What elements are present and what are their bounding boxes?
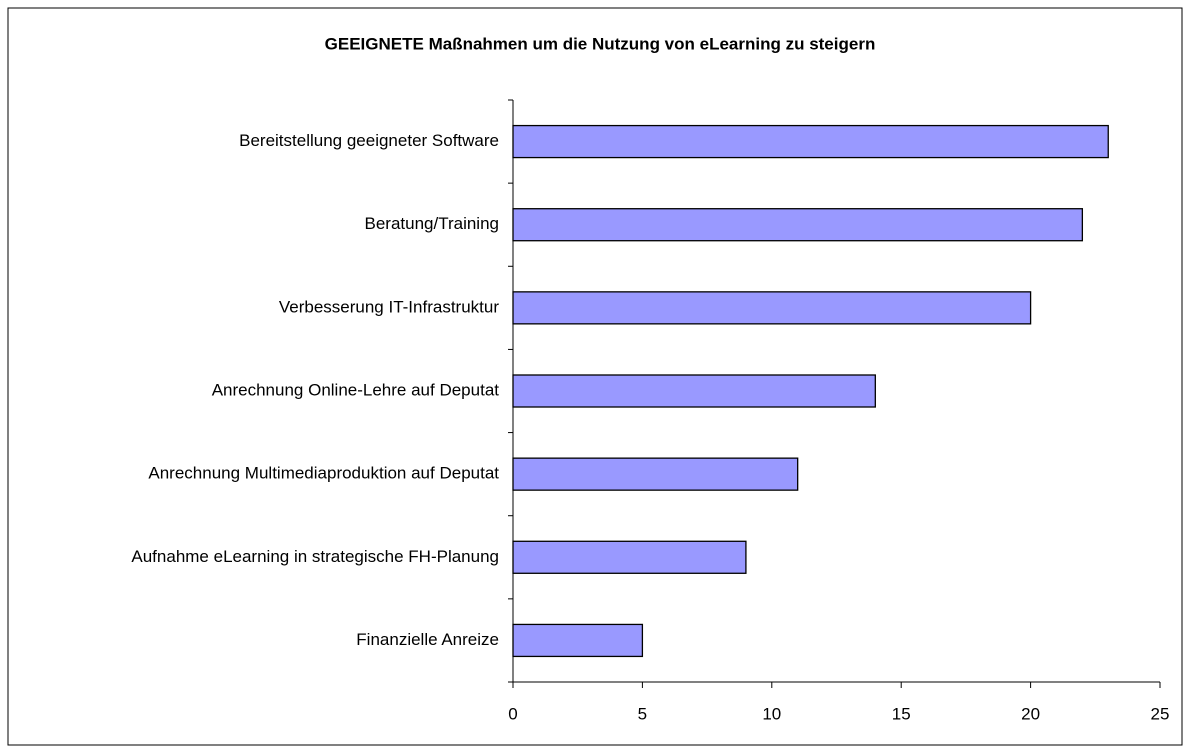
x-tick-label: 10 [762,704,781,723]
bar [512,623,644,658]
bar [512,457,799,491]
x-tick-label: 15 [892,704,911,723]
y-tick-label: Anrechnung Online-Lehre auf Deputat [212,380,500,399]
chart-title: GEEIGNETE Maßnahmen um die Nutzung von e… [325,34,876,53]
bar [512,208,1084,242]
bar [512,291,1032,325]
x-tick-label: 20 [1021,704,1040,723]
y-tick-label: Verbesserung IT-Infrastruktur [279,297,499,316]
y-tick-label: Aufnahme eLearning in strategische FH-Pl… [131,547,499,566]
y-tick-label: Finanzielle Anreize [356,630,499,649]
bar [512,540,747,574]
x-tick-label: 25 [1151,704,1170,723]
y-tick-label: Beratung/Training [364,214,499,233]
bar [512,124,1109,159]
x-tick-label: 5 [638,704,647,723]
y-tick-label: Anrechnung Multimediaproduktion auf Depu… [148,464,499,483]
x-tick-label: 0 [508,704,517,723]
bar [512,374,876,408]
y-tick-label: Bereitstellung geeigneter Software [239,131,499,150]
